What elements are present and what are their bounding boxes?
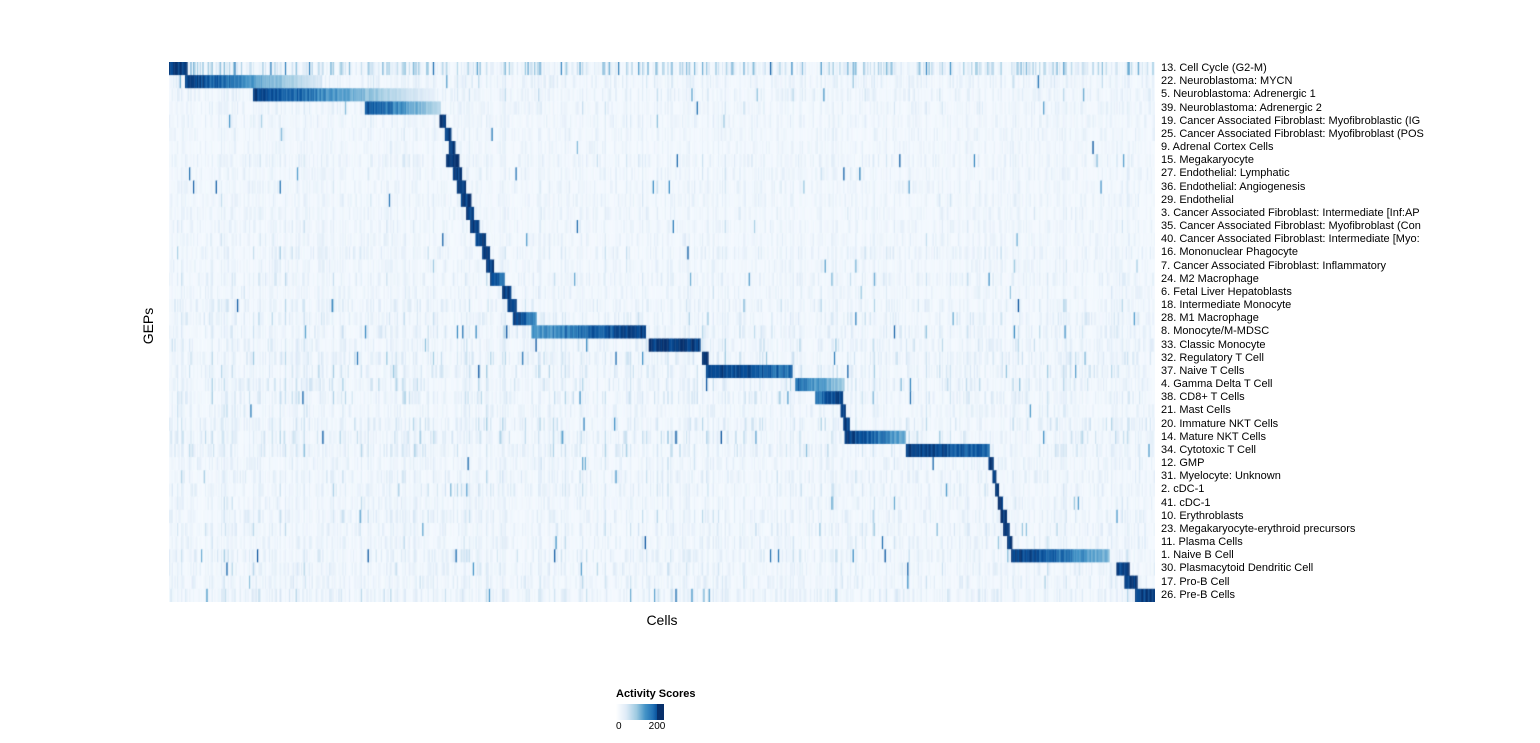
- x-axis-label: Cells: [646, 612, 678, 628]
- gep-row-label: 8. Monocyte/M-MDSC: [1161, 325, 1270, 338]
- gep-row-label: 11. Plasma Cells: [1161, 536, 1243, 549]
- gep-row-label: 39. Neuroblastoma: Adrenergic 2: [1161, 101, 1322, 114]
- gep-row-label: 1. Naive B Cell: [1161, 549, 1234, 562]
- gep-row-label: 27. Endothelial: Lymphatic: [1161, 167, 1290, 180]
- gep-row-label: 30. Plasmacytoid Dendritic Cell: [1161, 562, 1314, 575]
- gep-row-label: 6. Fetal Liver Hepatoblasts: [1161, 285, 1292, 298]
- gep-row-label: 23. Megakaryocyte-erythroid precursors: [1161, 522, 1356, 535]
- gep-row-label: 25. Cancer Associated Fibroblast: Myofib…: [1161, 127, 1424, 140]
- gep-row-label: 32. Regulatory T Cell: [1161, 351, 1264, 364]
- gep-row-label: 31. Myelocyte: Unknown: [1161, 470, 1281, 483]
- gep-row-label: 26. Pre-B Cells: [1161, 588, 1235, 601]
- gep-row-label: 20. Immature NKT Cells: [1161, 417, 1279, 430]
- gep-row-label: 21. Mast Cells: [1161, 404, 1231, 417]
- gep-row-label: 34. Cytotoxic T Cell: [1161, 443, 1256, 456]
- gep-row-label: 5. Neuroblastoma: Adrenergic 1: [1161, 88, 1316, 101]
- gep-row-label: 37. Naive T Cells: [1161, 364, 1245, 377]
- gep-row-label: 9. Adrenal Cortex Cells: [1161, 141, 1274, 154]
- gep-row-label: 14. Mature NKT Cells: [1161, 430, 1266, 443]
- legend-tick-min: 0: [616, 721, 622, 732]
- legend-title: Activity Scores: [616, 688, 696, 700]
- gep-row-label: 22. Neuroblastoma: MYCN: [1161, 75, 1293, 88]
- legend-tick-max: 200: [648, 721, 666, 732]
- gep-row-label: 41. cDC-1: [1161, 496, 1211, 509]
- gep-row-label: 3. Cancer Associated Fibroblast: Interme…: [1161, 206, 1420, 219]
- gep-row-label: 7. Cancer Associated Fibroblast: Inflamm…: [1161, 259, 1386, 272]
- gep-row-label: 15. Megakaryocyte: [1161, 154, 1254, 167]
- row-labels: 13. Cell Cycle (G2-M) 22. Neuroblastoma: …: [1161, 62, 1540, 602]
- heatmap-canvas: [169, 62, 1155, 602]
- gep-row-label: 18. Intermediate Monocyte: [1161, 299, 1292, 312]
- gep-row-label: 38. CD8+ T Cells: [1161, 391, 1245, 404]
- gep-row-label: 16. Mononuclear Phagocyte: [1161, 246, 1298, 259]
- legend-gradient: [616, 704, 657, 720]
- legend-ticks: 0 200: [616, 720, 666, 732]
- gep-row-label: 36. Endothelial: Angiogenesis: [1161, 180, 1306, 193]
- y-axis-label: GEPs: [140, 307, 156, 345]
- gep-row-label: 29. Endothelial: [1161, 193, 1234, 206]
- gep-row-label: 24. M2 Macrophage: [1161, 272, 1259, 285]
- gep-row-label: 10. Erythroblasts: [1161, 509, 1244, 522]
- legend-colorbar: [616, 704, 664, 720]
- gep-row-label: 12. GMP: [1161, 457, 1205, 470]
- gep-row-label: 4. Gamma Delta T Cell: [1161, 378, 1273, 391]
- gep-row-label: 17. Pro-B Cell: [1161, 575, 1230, 588]
- gep-row-label: 33. Classic Monocyte: [1161, 338, 1266, 351]
- gep-row-label: 19. Cancer Associated Fibroblast: Myofib…: [1161, 114, 1421, 127]
- gep-row-label: 35. Cancer Associated Fibroblast: Myofib…: [1161, 220, 1421, 233]
- gep-row-label: 28. M1 Macrophage: [1161, 312, 1259, 325]
- legend: Activity Scores 0 200: [616, 688, 736, 732]
- legend-gradient-cap: [657, 704, 664, 720]
- gep-row-label: 40. Cancer Associated Fibroblast: Interm…: [1161, 233, 1420, 246]
- gep-row-label: 2. cDC-1: [1161, 483, 1205, 496]
- gep-row-label: 13. Cell Cycle (G2-M): [1161, 62, 1267, 74]
